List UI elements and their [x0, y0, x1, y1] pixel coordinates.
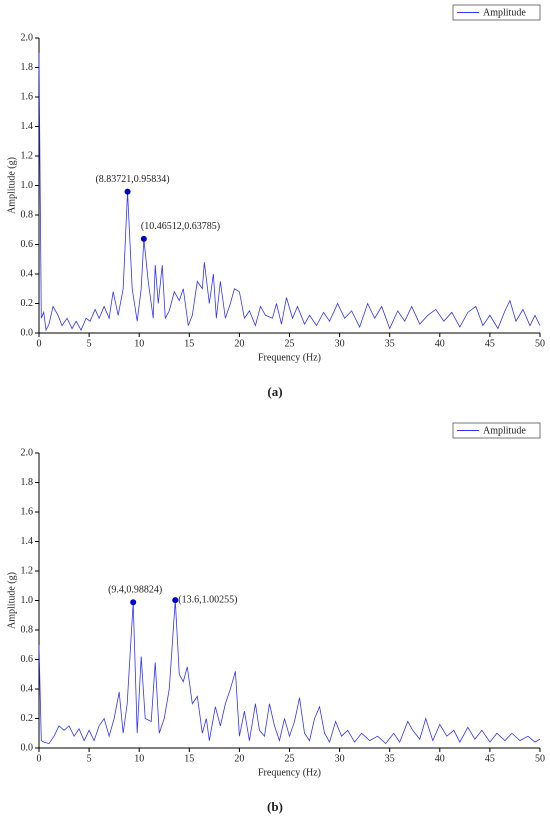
- y-axis-label: Amplitude (g): [6, 572, 17, 629]
- y-tick-label: 0.8: [21, 209, 34, 220]
- x-tick-label: 50: [535, 338, 545, 349]
- x-tick-label: 25: [285, 753, 295, 764]
- x-tick-label: 45: [485, 753, 495, 764]
- x-tick-label: 10: [134, 338, 144, 349]
- y-tick-label: 0.2: [21, 298, 34, 309]
- x-axis-label: Frequency (Hz): [258, 352, 321, 363]
- x-tick-label: 25: [285, 338, 295, 349]
- annotation: (8.83721,0.95834): [95, 174, 169, 185]
- x-tick-label: 30: [335, 753, 345, 764]
- x-tick-label: 40: [435, 753, 445, 764]
- line-series: [38, 52, 541, 332]
- y-tick-label: 1.4: [21, 121, 34, 132]
- x-tick-label: 35: [385, 338, 395, 349]
- y-tick-label: 0.2: [21, 713, 34, 724]
- x-tick-label: 20: [234, 753, 244, 764]
- chart: 0.0 0.2 0.4 0.6 0.8 1.0 1.2 1.4 1.6 1.8 2.0 0 5 10 15 2…: [6, 422, 545, 814]
- y-tick-label: 1.6: [21, 506, 34, 517]
- y-tick-label: 0.6: [21, 239, 34, 250]
- y-tick-label: 2.0: [21, 447, 34, 458]
- x-tick-label: 5: [87, 753, 92, 764]
- y-tick-label: 1.6: [21, 91, 34, 102]
- y-tick-label: 1.4: [21, 536, 34, 547]
- x-tick-label: 20: [234, 338, 244, 349]
- x-axis-label: Frequency (Hz): [258, 767, 321, 778]
- legend-label: Amplitude: [483, 425, 526, 436]
- x-tick-label: 50: [535, 753, 545, 764]
- y-tick-label: 1.0: [21, 180, 34, 191]
- y-axis-label: Amplitude (g): [6, 157, 17, 214]
- x-tick-label: 5: [87, 338, 92, 349]
- x-tick-label: 30: [335, 338, 345, 349]
- x-tick-label: 15: [184, 753, 194, 764]
- x-tick-label: 45: [485, 338, 495, 349]
- peak-marker: [172, 597, 179, 604]
- y-tick-label: 1.8: [21, 62, 34, 73]
- y-tick-label: 1.0: [21, 595, 34, 606]
- x-tick-label: 0: [37, 338, 42, 349]
- annotation: (10.46512,0.63785): [141, 221, 220, 232]
- annotation: (9.4,0.98824): [108, 585, 162, 596]
- legend-box: [452, 422, 541, 439]
- y-tick-label: 0.8: [21, 624, 34, 635]
- x-tick-label: 40: [435, 338, 445, 349]
- line-series: [38, 600, 541, 745]
- y-tick-label: 2.0: [21, 32, 34, 43]
- peak-marker: [130, 599, 137, 606]
- y-tick-label: 0.4: [21, 683, 34, 694]
- x-tick-label: 35: [385, 753, 395, 764]
- y-tick-label: 1.8: [21, 477, 34, 488]
- chart: 0.0 0.2 0.4 0.6 0.8 1.0 1.2 1.4 1.6 1.8 2.0 0 5 10 15 2…: [6, 4, 545, 399]
- x-tick-label: 10: [134, 753, 144, 764]
- annotation: (13.6,1.00255): [178, 594, 237, 605]
- x-tick-label: 15: [184, 338, 194, 349]
- y-tick-label: 0.0: [21, 742, 34, 753]
- legend-box: [452, 4, 541, 21]
- y-tick-label: 1.2: [21, 150, 34, 161]
- y-tick-label: 0.4: [21, 268, 34, 279]
- y-tick-label: 0.0: [21, 327, 34, 338]
- x-tick-label: 0: [37, 753, 42, 764]
- caption: (b): [267, 799, 283, 814]
- peak-marker: [140, 235, 147, 242]
- caption: (a): [267, 384, 282, 399]
- y-tick-label: 1.2: [21, 565, 34, 576]
- peak-marker: [124, 188, 131, 195]
- legend-label: Amplitude: [483, 7, 526, 18]
- y-tick-label: 0.6: [21, 654, 34, 665]
